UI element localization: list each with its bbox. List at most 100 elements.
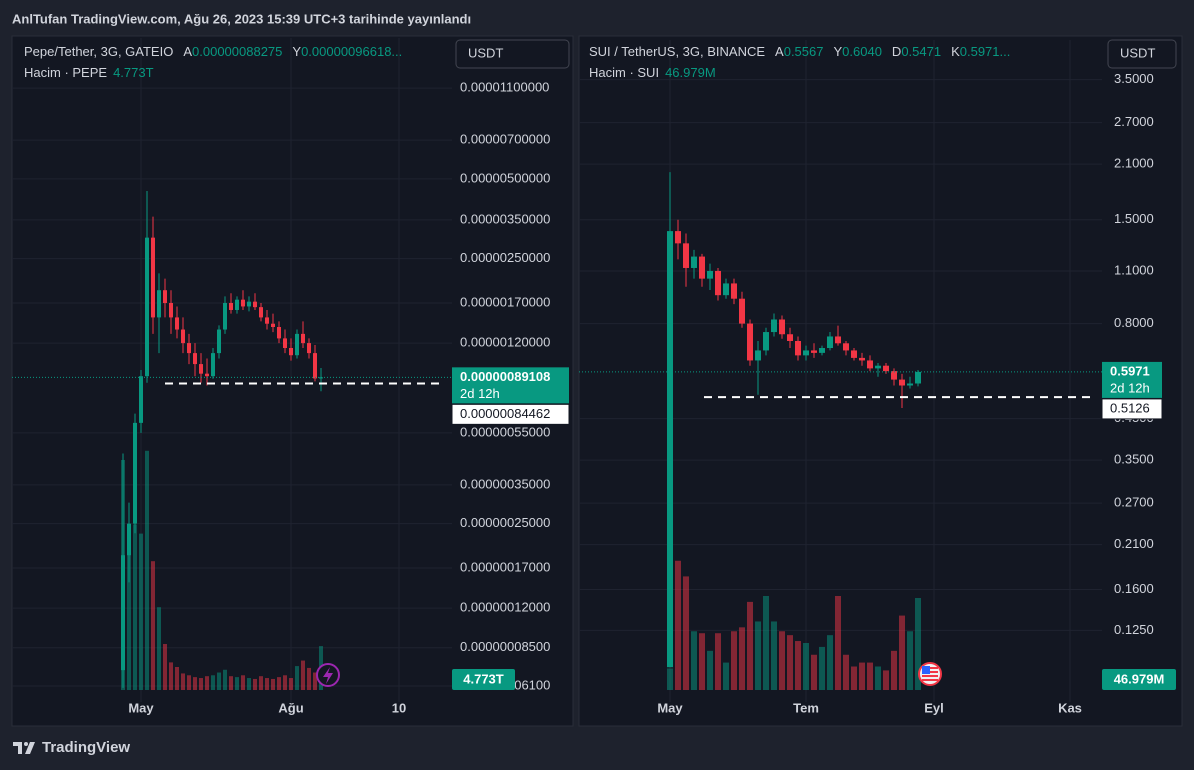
volume-bar (859, 662, 865, 690)
volume-bar (211, 675, 215, 690)
brand-logo (13, 742, 35, 754)
volume-bar (289, 678, 293, 690)
candle-body (121, 555, 125, 671)
candle-body (907, 383, 913, 386)
volume-bar (139, 533, 143, 690)
candle-body (289, 347, 293, 356)
volume-bar (811, 654, 817, 690)
currency-label[interactable]: USDT (468, 45, 503, 60)
candle-body (875, 365, 881, 369)
candle-body (867, 360, 873, 369)
volume-bar (803, 643, 809, 690)
candle-body (811, 350, 817, 353)
volume-bar (707, 650, 713, 690)
y-tick-label: 0.00000170000 (460, 294, 550, 309)
last-price-label: 0.5971 (1110, 363, 1150, 378)
candle-body (771, 319, 777, 333)
y-tick-label: 0.00000025000 (460, 515, 550, 530)
candle-body (223, 303, 227, 330)
candle-body (133, 422, 137, 524)
candle-body (731, 283, 737, 299)
candle-body (271, 323, 275, 328)
volume-bar (867, 662, 873, 690)
candle-body (667, 231, 673, 668)
countdown-label: 2d 12h (460, 386, 500, 401)
symbol-title: Pepe/Tether, 3G, GATEIO (24, 44, 173, 59)
candle-body (241, 299, 245, 307)
volume-bar (157, 607, 161, 690)
volume-bar (827, 635, 833, 690)
last-price-label: 0.00000089108 (460, 369, 550, 384)
candle-body (229, 303, 233, 310)
legend: Pepe/Tether, 3G, GATEIO A0.00000088275 Y0.… (24, 44, 402, 59)
candle-body (247, 301, 251, 307)
candle-body (175, 317, 179, 330)
candle-body (795, 340, 801, 356)
us-flag-icon (918, 662, 942, 686)
volume-bar (715, 633, 721, 690)
candle-body (127, 523, 131, 556)
volume-bar (835, 596, 841, 690)
volume-bar (699, 633, 705, 690)
x-tick-label: May (128, 700, 154, 715)
candle-body (193, 353, 197, 365)
y-tick-label: 0.00000035000 (460, 476, 550, 491)
price-line-box (451, 403, 570, 425)
candle-body (319, 377, 323, 379)
volume-bar (843, 654, 849, 690)
legend: SUI / TetherUS, 3G, BINANCE A0.5567 Y0.604… (589, 44, 1010, 59)
brand-name: TradingView (42, 739, 130, 756)
volume-bar (851, 666, 857, 690)
volume-value: 46.979M (665, 65, 716, 80)
volume-legend: Hacim · PEPE 4.773T (24, 65, 154, 80)
volume-value: 4.773T (113, 65, 154, 80)
volume-box (452, 669, 515, 690)
candle-body (145, 237, 149, 377)
volume-bar (235, 677, 239, 690)
volume-bar (779, 631, 785, 690)
candle-body (313, 353, 317, 379)
volume-bar (755, 621, 761, 690)
chart: May Ağu 10 0.00001100000 0.00000700000 0.0000… (12, 38, 572, 722)
price-line-box (1101, 398, 1163, 420)
volume-bar (199, 678, 203, 690)
volume-bar (875, 666, 881, 690)
volume-bar (193, 677, 197, 690)
x-tick-label: Tem (793, 700, 819, 715)
volume-bar (223, 669, 227, 690)
candle-body (675, 231, 681, 244)
candle-body (859, 357, 865, 361)
y-tick-label: 0.00000008500 (460, 639, 550, 654)
lightning-icon (316, 663, 340, 687)
volume-bar (915, 597, 921, 690)
charts: May Ağu 10 0.00001100000 0.00000700000 0.0000… (12, 38, 1181, 722)
candle-body (899, 379, 905, 386)
y-tick-label: 3.5000 (1114, 71, 1154, 86)
volume-bar (187, 675, 191, 690)
volume-bar (163, 644, 167, 690)
currency-button (1107, 39, 1177, 69)
candle-body (265, 317, 269, 324)
ohlc-key: K (951, 44, 960, 59)
candle-body (723, 283, 729, 296)
ohlc-key: A (775, 44, 784, 59)
countdown-label: 2d 12h (1110, 380, 1150, 395)
price-line-label: 0.00000084462 (460, 406, 550, 421)
ohlc-key: A (183, 44, 192, 59)
volume-bar (899, 615, 905, 690)
candle-body (199, 364, 203, 374)
volume-title: Hacim · PEPE (24, 65, 107, 80)
candle-body (163, 290, 167, 304)
ohlc-value: 0.00000088275 (192, 44, 282, 59)
volume-bar (145, 450, 149, 690)
volume-title: Hacim · SUI (589, 65, 659, 80)
currency-label[interactable]: USDT (1120, 45, 1155, 60)
volume-bar (883, 670, 889, 690)
volume-bar (253, 678, 257, 690)
candle-body (181, 329, 185, 344)
volume-bar (795, 641, 801, 690)
symbol-title: SUI / TetherUS, 3G, BINANCE (589, 44, 765, 59)
chart: May Tem Eyl Kas 3.5000 2.7000 2.1000 1.5000 1.10… (579, 39, 1181, 722)
candle-body (187, 343, 191, 354)
